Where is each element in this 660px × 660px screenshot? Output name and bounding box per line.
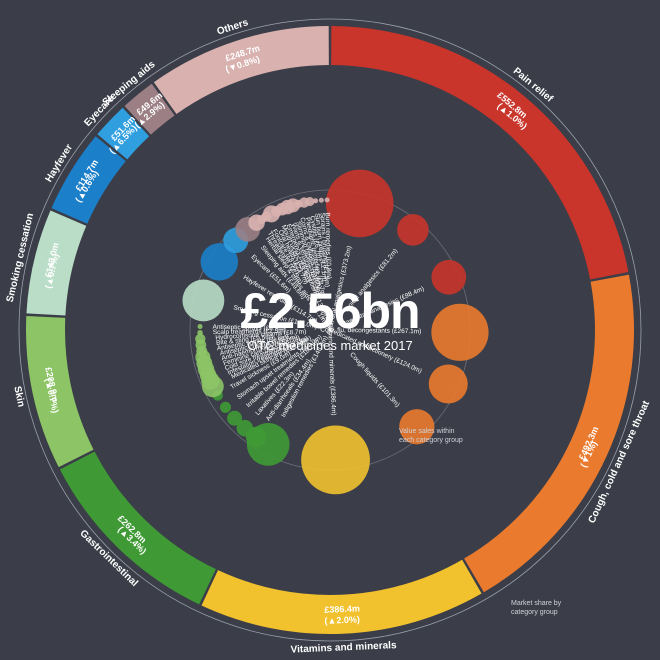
bubble-topical-analgesics: Topical analgesics <box>397 214 429 246</box>
ring-segment-pain-relief: Pain relief <box>331 26 629 280</box>
bubble-cystitis: Cystitis <box>305 197 315 207</box>
value-bubbles: Adult oral analgesicsTopical analgesicsP… <box>182 169 489 495</box>
ring-segment-hayfever: Hayfever <box>51 136 126 224</box>
bubble-cold-flu-decongestants: Cold, flu, decongestants <box>431 303 489 361</box>
bubble-smoking-cessation: Smoking cessation <box>182 279 225 322</box>
value-sales-note-line1: Value sales within <box>399 428 455 435</box>
bubble-stomach-upset-treatments: Stomach upset treatments <box>219 401 232 413</box>
market-total: £2.56bn <box>240 283 419 339</box>
bubble-label-cold-flu-decongestants: Cold, flu, decongestants (£267.1m) <box>320 327 421 336</box>
ring-segment-eyecare: Eyecare <box>97 107 150 160</box>
ring-segment-cough-cold-and-sore-throat: Cough, cold and sore throat <box>464 274 635 593</box>
bubble-antiseptic-sprays: Antiseptic sprays <box>197 324 203 330</box>
bubble-label-sprains-bruising: Sprains / bruising (£1.5m) <box>318 213 330 288</box>
bubble-irritable-bowel-remedies: Irritable bowel remedies <box>227 410 243 426</box>
bubble-label-scalp-treatments: Scalp treatments (£2.5m) <box>213 328 286 337</box>
market-share-note-line1: Market share by <box>511 600 562 607</box>
outer-guide-circle <box>18 18 642 642</box>
bubble-cough-liquids: Cough liquids <box>399 409 435 445</box>
ring-segment-vitamins-and-minerals: Vitamins and minerals <box>201 559 482 635</box>
category-label-vitamins-and-minerals: Vitamins and minerals <box>290 640 397 656</box>
ring-segment-gastrointestinal: Gastrointestinal <box>59 451 216 605</box>
ring-segment-smoking-cessation: Smoking cessation <box>26 210 87 316</box>
bubble-hydrocortisone-creams: Hydrocortisone creams <box>195 333 206 345</box>
bubble-label-antiseptic-sprays: Antiseptic sprays (£0.3m) <box>212 324 286 333</box>
ring-change-vitamins-and-minerals: (▲2.0%) <box>324 614 360 626</box>
market-subtitle: OTC medicines market 2017 <box>247 338 412 353</box>
bubble-sun-burn-preps: Sun burn preps <box>313 198 319 204</box>
bubble-laxatives: Laxatives <box>236 419 254 437</box>
ring-segment-others: Others <box>153 26 329 115</box>
bubble-medicated-confectionery: Medicated confectionery <box>428 364 468 404</box>
labels-layer: £552.8m(▲1.0%)£492.3m(▼1%)£386.4m(▲2.0%)… <box>5 17 653 656</box>
value-sales-note-line2: each category group <box>399 437 463 444</box>
bubble-label-burn-remedies: Burn remedies (£0.8m) <box>324 212 332 279</box>
ring-segment-sleeping-aids: Sleeping aids <box>124 83 175 135</box>
bubble-vitamins-and-minerals: Vitamins and minerals <box>301 425 370 495</box>
category-label-skin: Skin <box>11 385 26 408</box>
bubble-paediatric-analgesics: Paediatric analgesics <box>431 259 467 295</box>
bubble-hayfever-remedies: Hayfever remedies <box>200 243 239 281</box>
ring-segment-skin: Skin <box>25 316 94 468</box>
bubble-adult-oral-analgesics: Adult oral analgesics <box>325 169 394 238</box>
bubble-sprains-bruising: Sprains / bruising <box>318 197 324 203</box>
bubble-label-vitamins-and-minerals: Vitamins and minerals (£386.4m) <box>326 320 337 415</box>
bubble-burn-remedies: Burn remedies <box>324 197 330 203</box>
ring-value-vitamins-and-minerals: £386.4m <box>324 603 360 615</box>
market-share-note-line2: category group <box>511 609 558 616</box>
bubble-scalp-treatments: Scalp treatments <box>197 329 203 336</box>
